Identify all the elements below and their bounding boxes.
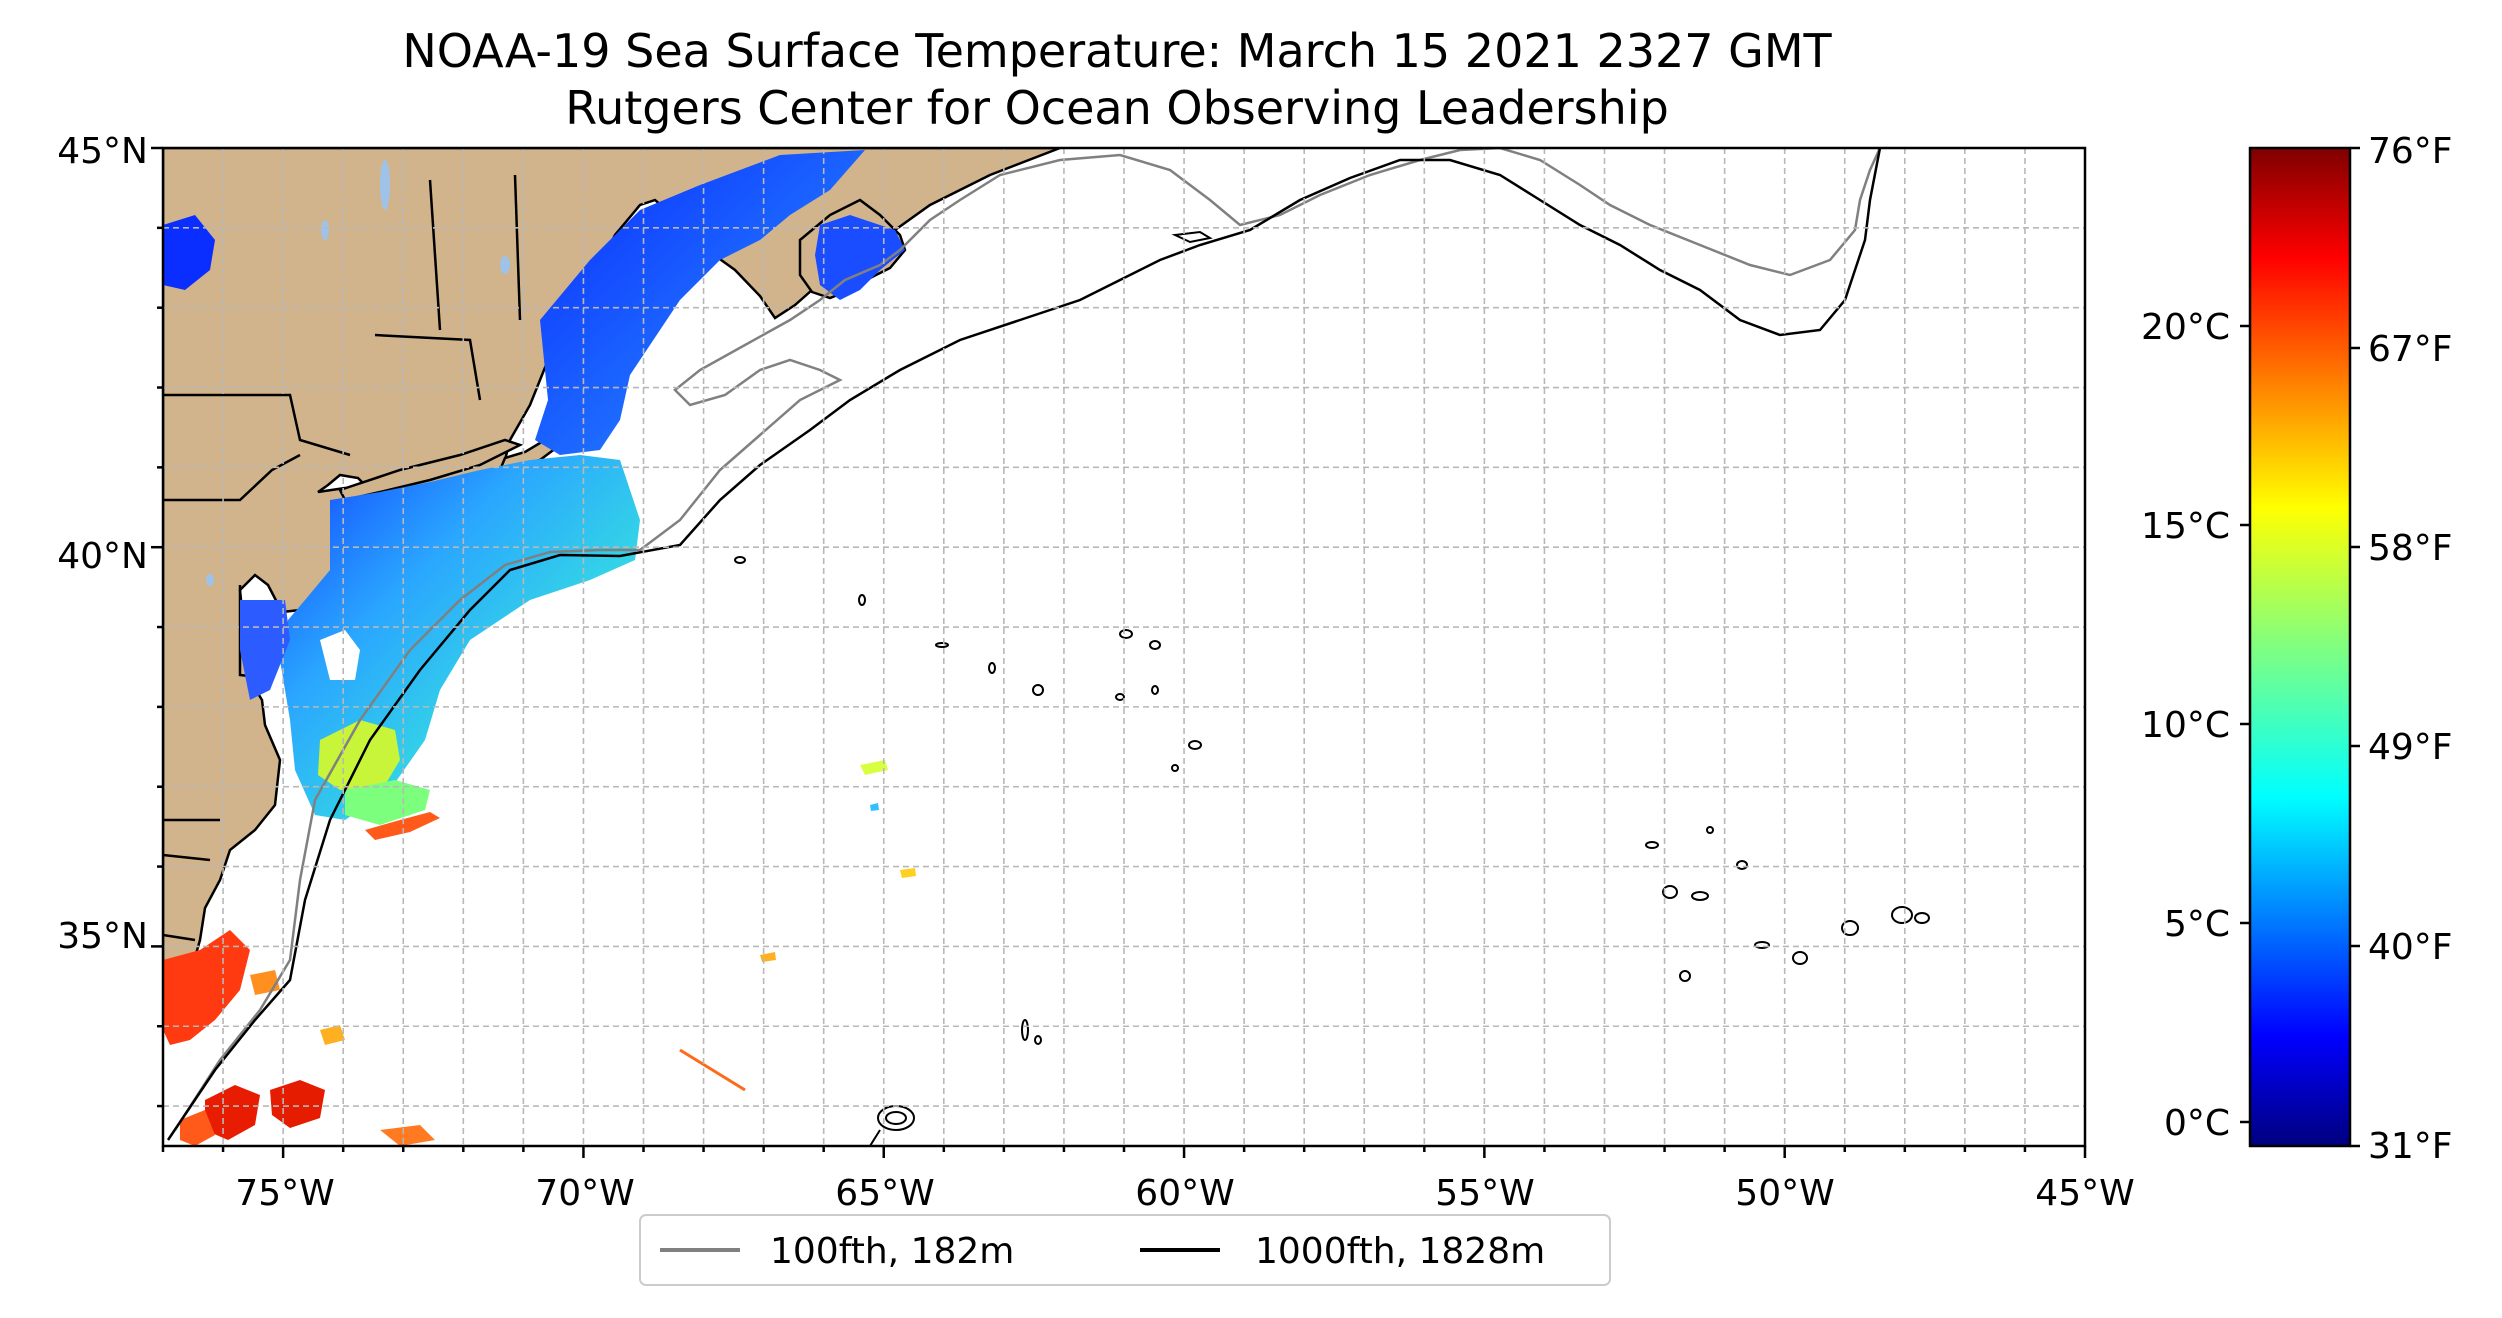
colorbar-f-tick: 49°F: [2368, 727, 2453, 768]
sst-swath: [163, 150, 905, 840]
legend-box: [639, 1214, 1611, 1286]
colorbar-f-tick: 58°F: [2368, 528, 2453, 569]
colorbar-f-tick: 40°F: [2368, 927, 2453, 968]
x-tick-label: 75°W: [235, 1173, 334, 1214]
map-subtitle: Rutgers Center for Ocean Observing Leade…: [565, 81, 1669, 135]
x-axis-ticks: [161, 1146, 2087, 1158]
map-title: NOAA-19 Sea Surface Temperature: March 1…: [402, 24, 1832, 78]
x-tick-label: 70°W: [535, 1173, 634, 1214]
x-tick-label: 55°W: [1435, 1173, 1534, 1214]
isobath-1000fth: [166, 148, 1882, 1141]
colorbar-f-tick: 67°F: [2368, 329, 2453, 370]
lakes: [206, 160, 510, 586]
warm-patches: [163, 760, 916, 1146]
colorbar: 0°C 5°C 10°C 15°C 20°C 31°F 40°F 49°F 58…: [2141, 131, 2452, 1167]
y-tick-label: 40°N: [57, 536, 148, 577]
y-axis-ticks: [151, 146, 163, 1108]
colorbar-c-tick: 0°C: [2164, 1103, 2230, 1144]
legend: 100fth, 182m 1000fth, 1828m: [639, 1214, 1611, 1286]
y-tick-label: 45°N: [57, 131, 148, 172]
colorbar-c-tick: 5°C: [2164, 904, 2230, 945]
colorbar-f-tick: 31°F: [2368, 1126, 2453, 1167]
colorbar-c-tick: 10°C: [2141, 705, 2230, 746]
colorbar-f-tick: 76°F: [2368, 131, 2453, 172]
y-tick-label: 35°N: [57, 916, 148, 957]
gridlines: [163, 148, 2085, 1146]
x-tick-label: 60°W: [1135, 1173, 1234, 1214]
colorbar-gradient: [2248, 146, 2352, 1148]
seamount-contours: [734, 230, 1930, 1146]
isobath-100fth: [173, 148, 1882, 1131]
colorbar-c-tick: 15°C: [2141, 506, 2230, 547]
state-borders: [163, 174, 522, 942]
colorbar-c-tick: 20°C: [2141, 307, 2230, 348]
x-tick-label: 65°W: [835, 1173, 934, 1214]
x-tick-label: 50°W: [1735, 1173, 1834, 1214]
x-tick-label: 45°W: [2035, 1173, 2134, 1214]
legend-label-100fth: 100fth, 182m: [770, 1231, 1014, 1272]
legend-label-1000fth: 1000fth, 1828m: [1255, 1231, 1545, 1272]
map-area: [163, 148, 2085, 1146]
